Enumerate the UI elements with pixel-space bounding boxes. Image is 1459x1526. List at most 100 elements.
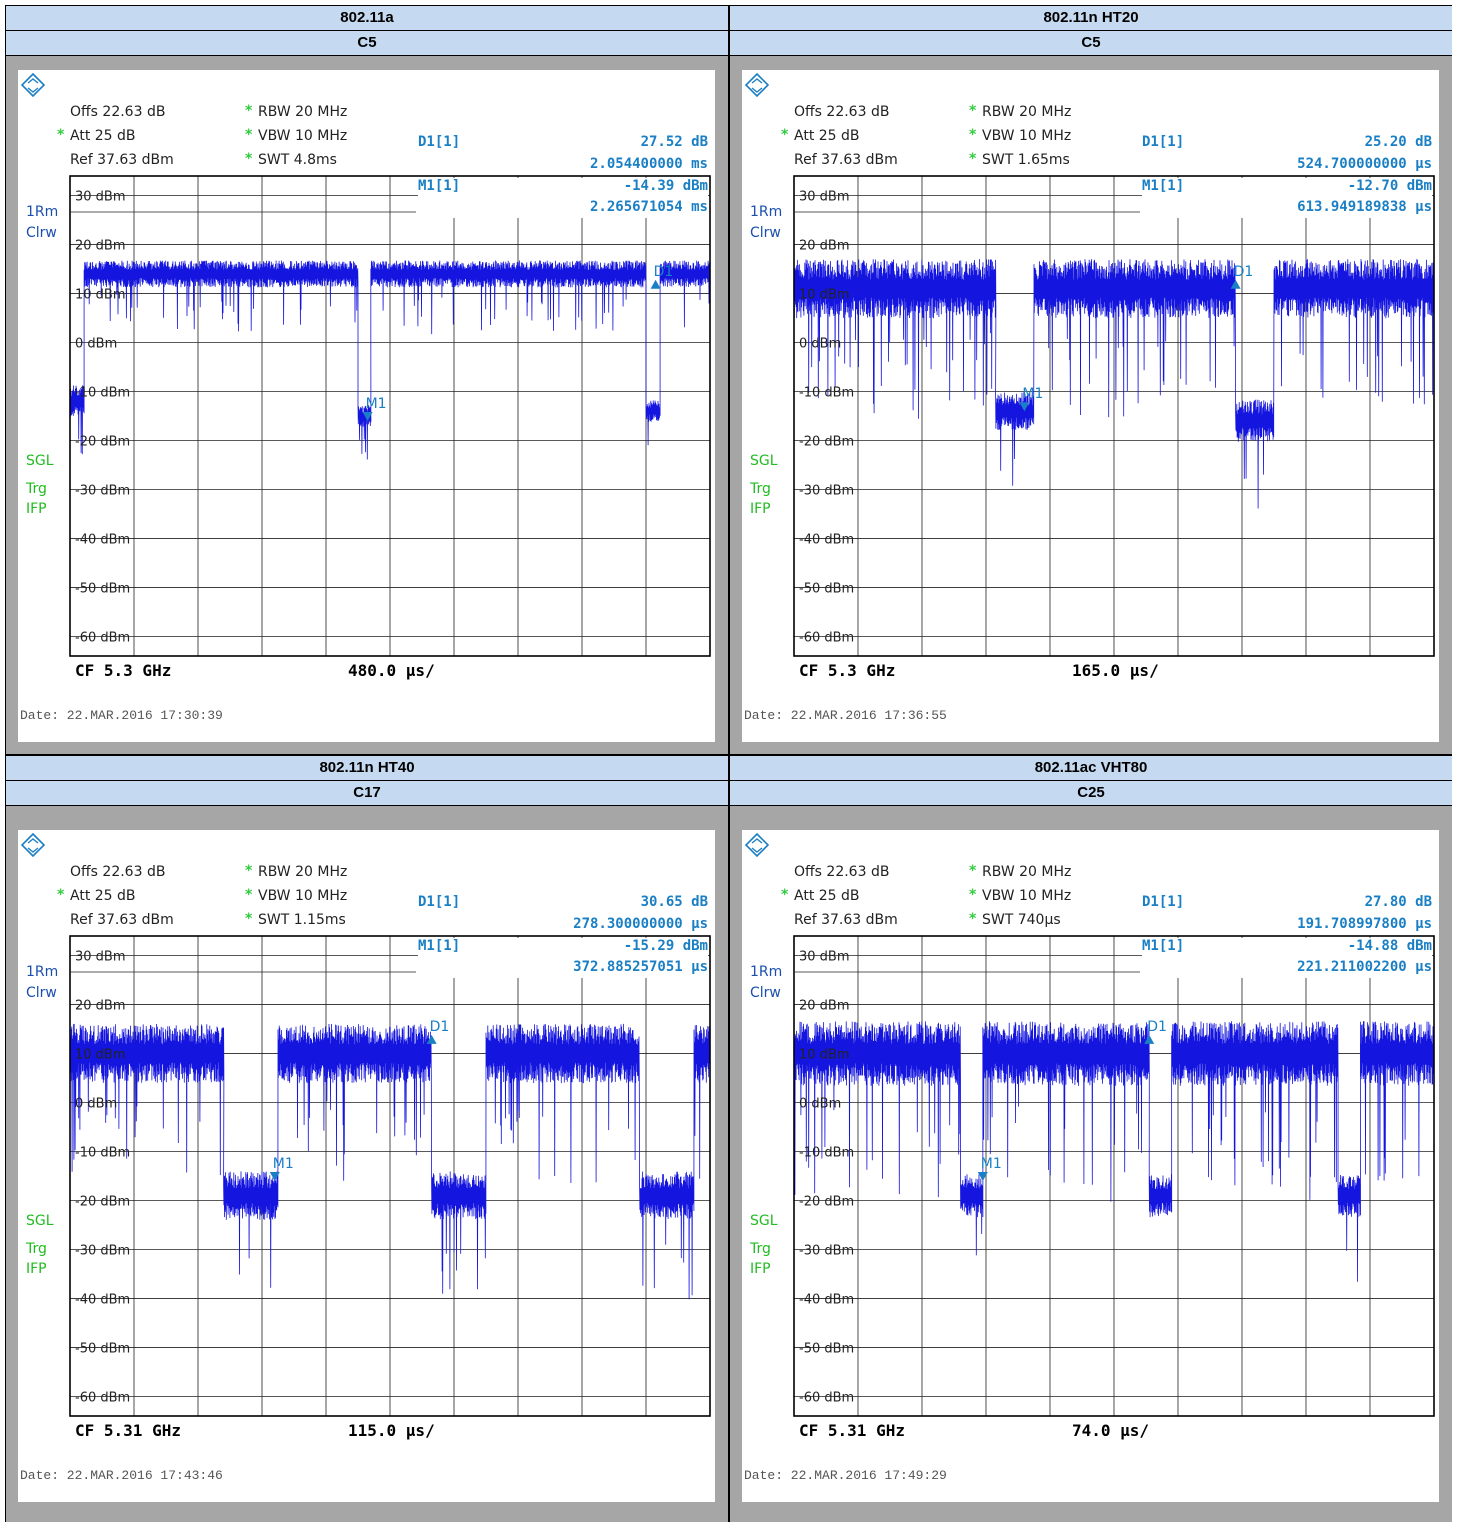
- y-tick-label: -30 dBm: [799, 483, 854, 498]
- trace-mode-label: 1Rm: [750, 964, 782, 980]
- delta-marker-time: 191.708997800 µs: [1297, 916, 1432, 932]
- delta-marker-triangle: [650, 279, 661, 289]
- reference-level-readout: Ref 37.63 dBm: [794, 912, 898, 928]
- marker-label: M1[1]: [418, 938, 460, 954]
- marker-time: 372.885257051 µs: [573, 959, 708, 975]
- y-tick-label: -60 dBm: [75, 1390, 130, 1405]
- y-tick-label: -50 dBm: [799, 1341, 854, 1356]
- delta-marker-label: D1[1]: [1142, 134, 1184, 150]
- y-tick-label: 0 dBm: [75, 1097, 117, 1112]
- vbw-star: *: [969, 127, 977, 143]
- vbw-readout: VBW 10 MHz: [982, 128, 1071, 144]
- y-tick-label: -30 dBm: [75, 1243, 130, 1258]
- vbw-readout: VBW 10 MHz: [982, 888, 1071, 904]
- clear-write-label: Clrw: [26, 985, 57, 1001]
- spectrum-plot: Offs 22.63 dB * Att 25 dB Ref 37.63 dBm * RBW…: [20, 72, 711, 723]
- delta-marker-label: D1[1]: [418, 134, 460, 150]
- spectrum-plot: Offs 22.63 dB * Att 25 dB Ref 37.63 dBm * RBW…: [744, 72, 1435, 723]
- spectrum-plot: Offs 22.63 dB * Att 25 dB Ref 37.63 dBm * RBW…: [20, 832, 711, 1483]
- rs-logo-icon: [744, 72, 770, 98]
- if-power-label: IFP: [26, 501, 47, 517]
- y-tick-label: -10 dBm: [799, 1146, 854, 1161]
- att-star: *: [57, 887, 65, 903]
- y-tick-label: -50 dBm: [799, 581, 854, 596]
- rs-logo-icon: [20, 72, 46, 98]
- single-sweep-label: SGL: [26, 453, 54, 469]
- y-tick-label: 20 dBm: [75, 999, 126, 1014]
- marker-box: [418, 938, 708, 978]
- y-tick-label: 10 dBm: [799, 288, 850, 303]
- analyzer-screen: Offs 22.63 dB * Att 25 dB Ref 37.63 dBm * RBW…: [742, 830, 1439, 1502]
- y-tick-label: -20 dBm: [799, 434, 854, 449]
- swt-readout: SWT 1.65ms: [982, 152, 1070, 168]
- y-tick-label: 20 dBm: [799, 999, 850, 1014]
- marker-box: [1142, 178, 1432, 218]
- attenuation-readout: Att 25 dB: [70, 888, 136, 904]
- mode-header: 802.11a: [6, 6, 728, 31]
- plot-frame: [793, 175, 1435, 657]
- y-tick-label: 0 dBm: [75, 337, 117, 352]
- delta-marker-triangle: [426, 1034, 437, 1044]
- y-tick-label: -20 dBm: [75, 434, 130, 449]
- trace-line: [793, 1021, 1435, 1282]
- swt-readout: SWT 4.8ms: [258, 152, 337, 168]
- y-tick-label: -40 dBm: [75, 1292, 130, 1307]
- marker-triangle: [362, 412, 373, 421]
- capture-date: Date: 22.MAR.2016 17:43:46: [20, 1468, 223, 1483]
- trace-mode-label: 1Rm: [26, 204, 58, 220]
- y-tick-label: 20 dBm: [799, 239, 850, 254]
- plot-grid: [70, 176, 710, 656]
- marker-tag: M1: [1022, 386, 1043, 402]
- clear-write-label: Clrw: [750, 225, 781, 241]
- y-tick-label: -20 dBm: [799, 1194, 854, 1209]
- delta-marker-triangle: [1144, 1034, 1155, 1044]
- time-per-division: 74.0 µs/: [1072, 1421, 1149, 1440]
- rbw-star: *: [969, 103, 977, 119]
- single-sweep-label: SGL: [750, 453, 778, 469]
- marker-tag: M1: [273, 1156, 294, 1172]
- marker-label: M1[1]: [418, 178, 460, 194]
- delta-marker-time: 2.054400000 ms: [590, 156, 708, 172]
- y-tick-label: 10 dBm: [799, 1048, 850, 1063]
- att-star: *: [781, 127, 789, 143]
- marker-box: [418, 178, 708, 218]
- vbw-star: *: [245, 887, 253, 903]
- capture-date: Date: 22.MAR.2016 17:30:39: [20, 708, 223, 723]
- report-grid: 802.11a C5 Offs 22.63 dB * Att 25 dB Ref 37.6…: [5, 5, 1452, 1522]
- reference-level-readout: Ref 37.63 dBm: [70, 912, 174, 928]
- vbw-star: *: [969, 887, 977, 903]
- marker-tag: D1: [654, 264, 674, 280]
- swt-star: *: [245, 911, 253, 927]
- panel-3: 802.11n HT40 C17 Offs 22.63 dB * Att 25 dB Re…: [6, 756, 728, 1522]
- marker-time: 2.265671054 ms: [590, 199, 708, 215]
- spectrum-plot: Offs 22.63 dB * Att 25 dB Ref 37.63 dBm * RBW…: [744, 832, 1435, 1483]
- marker-label: M1[1]: [1142, 938, 1184, 954]
- rs-logo-icon: [744, 832, 770, 858]
- marker-time: 613.949189838 µs: [1297, 199, 1432, 215]
- marker-value: -15.29 dBm: [624, 938, 708, 954]
- offset-readout: Offs 22.63 dB: [794, 104, 889, 120]
- marker-triangle: [977, 1172, 988, 1181]
- y-tick-label: 10 dBm: [75, 1048, 126, 1063]
- delta-marker-value: 27.80 dB: [1365, 894, 1432, 910]
- panel-4: 802.11ac VHT80 C25 Offs 22.63 dB * Att 25 dB…: [730, 756, 1452, 1522]
- delta-marker-value: 30.65 dB: [641, 894, 708, 910]
- vbw-readout: VBW 10 MHz: [258, 888, 347, 904]
- marker-box: [1142, 938, 1432, 978]
- reference-level-readout: Ref 37.63 dBm: [70, 152, 174, 168]
- time-per-division: 165.0 µs/: [1072, 661, 1159, 680]
- capture-date: Date: 22.MAR.2016 17:49:29: [744, 1468, 947, 1483]
- swt-star: *: [969, 151, 977, 167]
- marker-value: -12.70 dBm: [1348, 178, 1432, 194]
- rbw-readout: RBW 20 MHz: [258, 104, 347, 120]
- y-tick-label: -50 dBm: [75, 581, 130, 596]
- swt-readout: SWT 1.15ms: [258, 912, 346, 928]
- reference-level-readout: Ref 37.63 dBm: [794, 152, 898, 168]
- marker-triangle: [1019, 402, 1030, 412]
- plot-grid: [70, 936, 710, 1416]
- attenuation-readout: Att 25 dB: [70, 128, 136, 144]
- offset-readout: Offs 22.63 dB: [794, 864, 889, 880]
- clear-write-label: Clrw: [26, 225, 57, 241]
- trigger-label: Trg: [749, 481, 771, 497]
- center-frequency: CF 5.3 GHz: [799, 661, 895, 680]
